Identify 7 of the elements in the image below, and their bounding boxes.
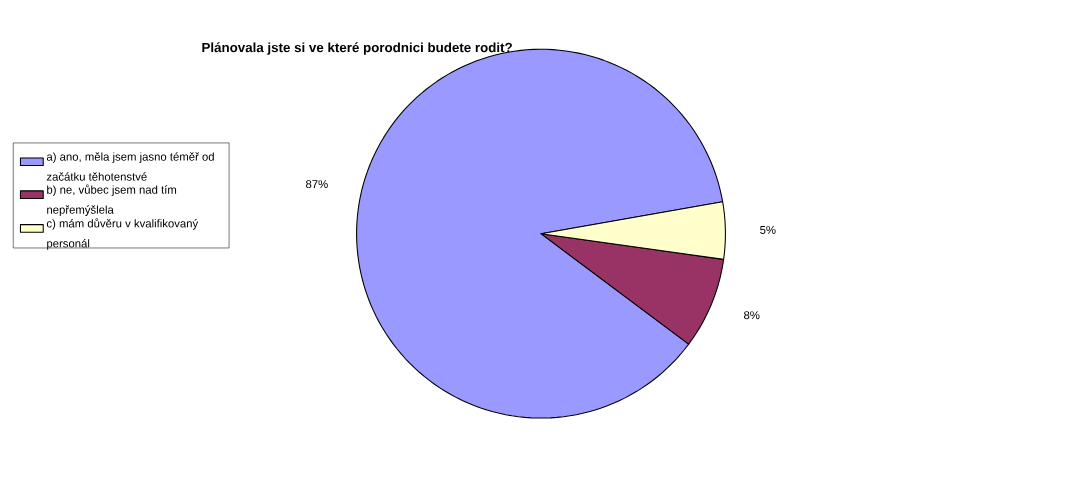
data-label: 5% [760,225,776,234]
legend-label: a) ano, měla jsem jasno téměř od začátku těhotenstvé [46,152,214,181]
data-label: 87% [306,180,328,189]
data-label: 8% [744,311,760,320]
chart-title: Plánovala jste si ve které porodnici budete rodit? [202,42,512,55]
legend-label: c) mám důvěru v kvalifikovaný personál [46,218,199,250]
legend-label: b) ne, vůbec jsem nad tím nepřemýšlela [47,184,177,216]
